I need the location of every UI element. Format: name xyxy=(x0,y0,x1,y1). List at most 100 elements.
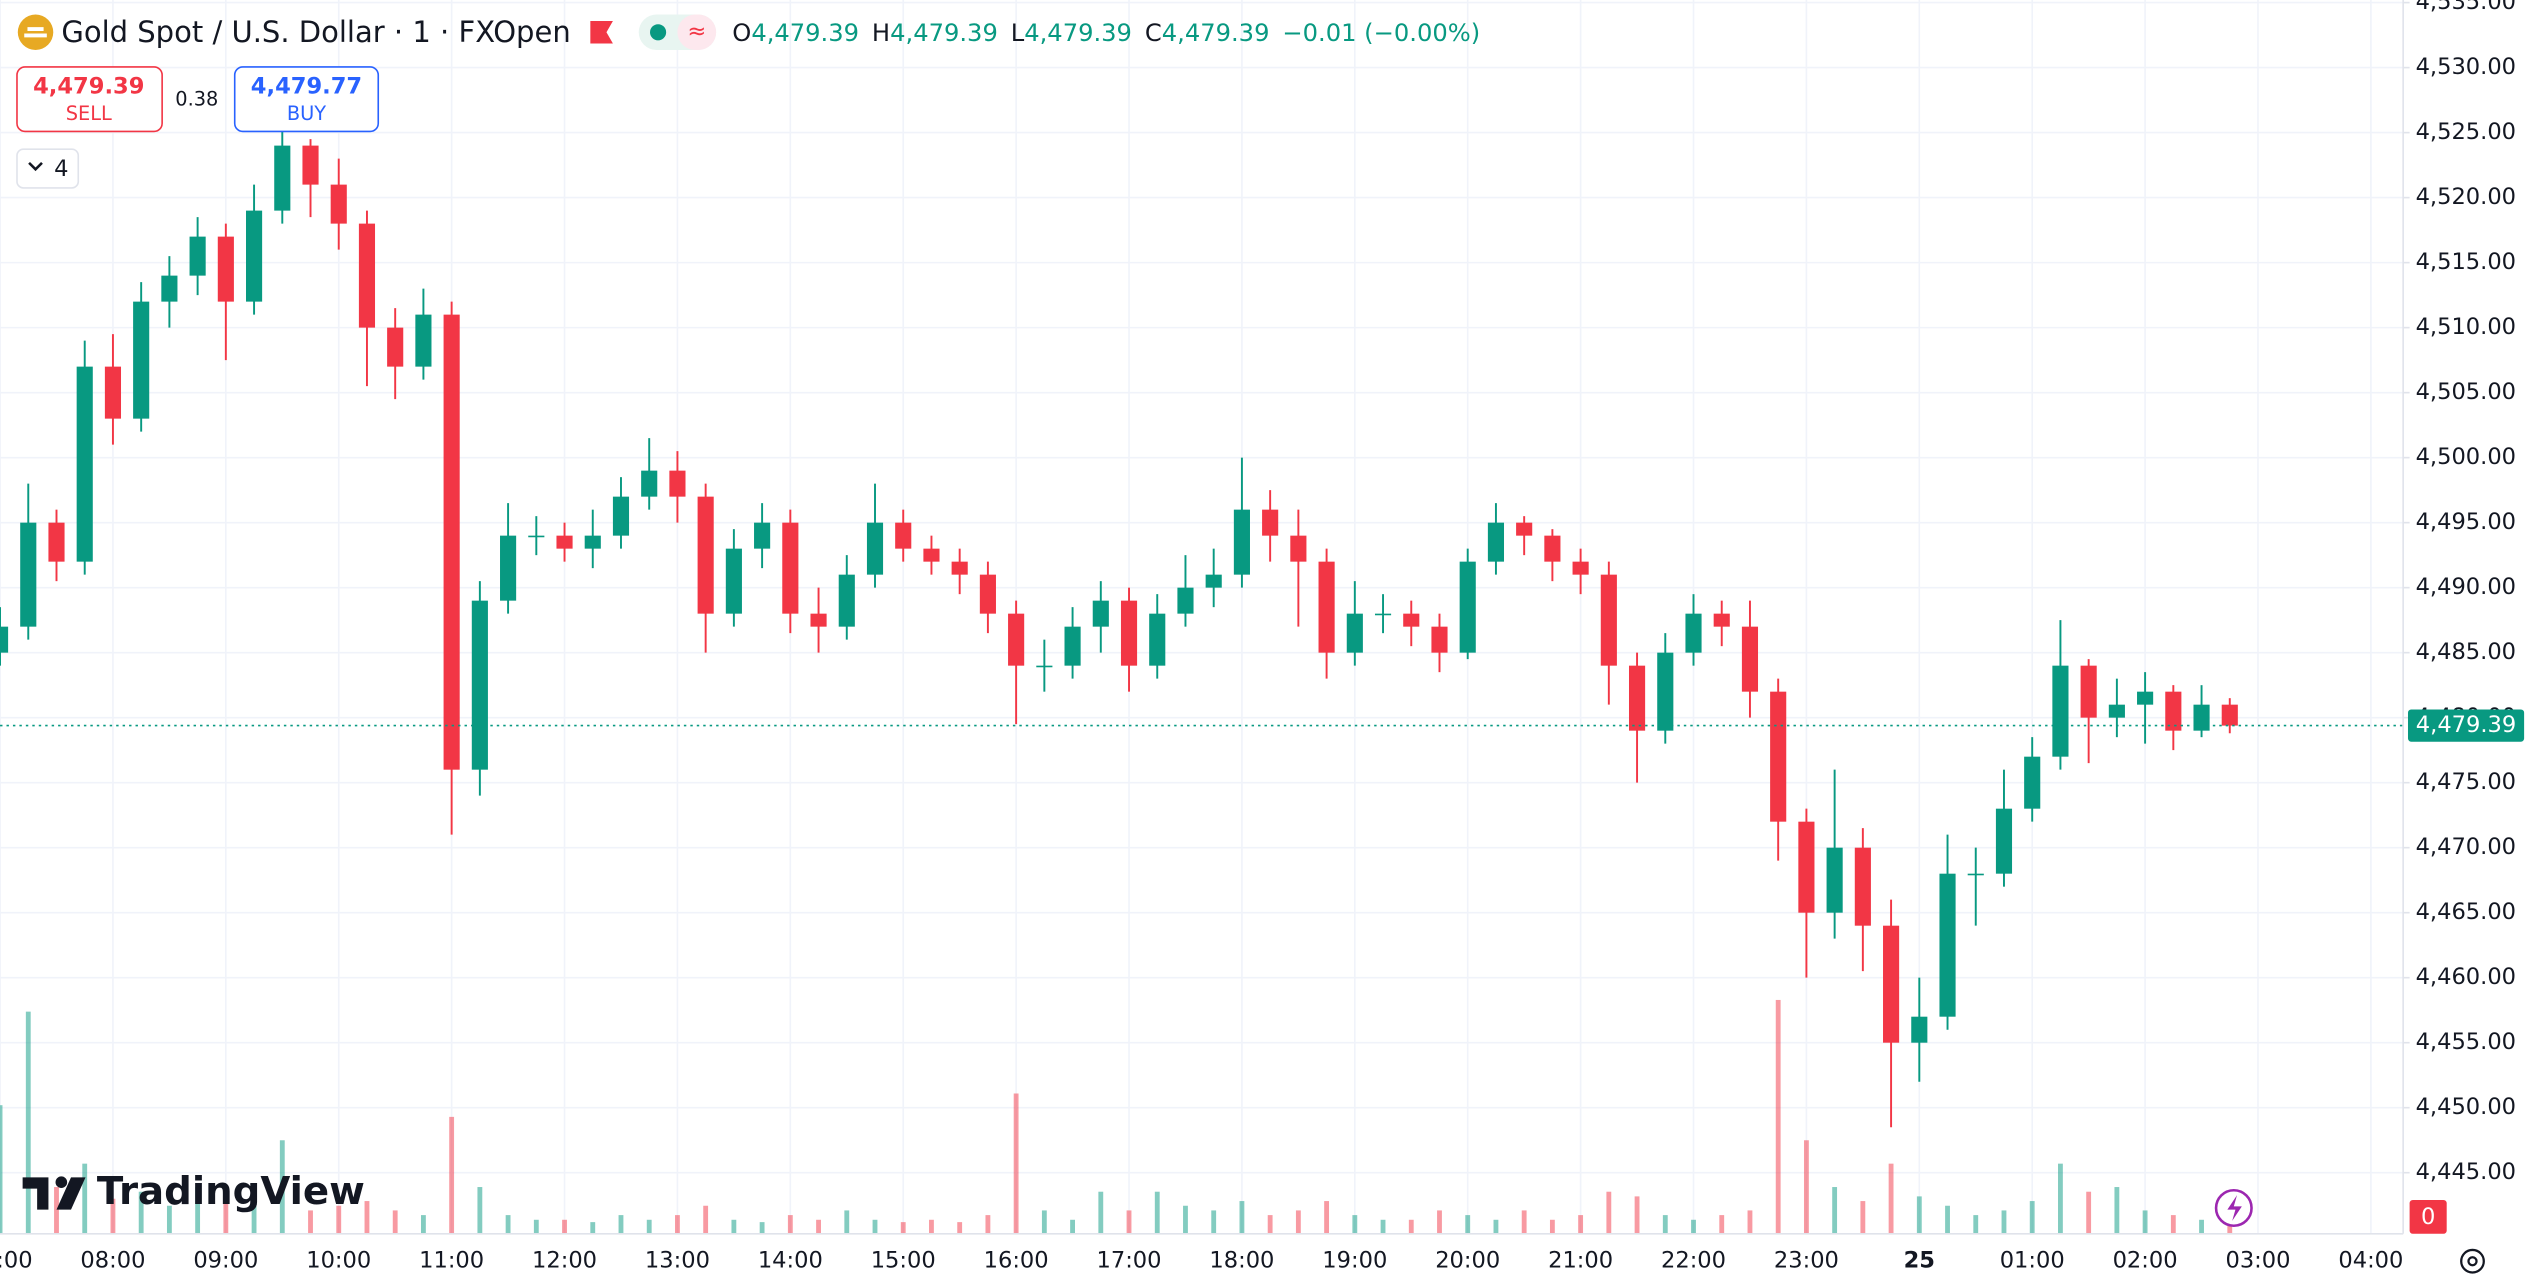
volume-bar xyxy=(731,1219,737,1234)
ohlc-value: 4,479.39 xyxy=(1162,19,1270,47)
volume-bar xyxy=(110,1198,116,1234)
ohlc-key: O xyxy=(732,19,751,47)
candle-body xyxy=(1431,626,1448,653)
ohlc-key: H xyxy=(872,19,890,47)
candle-body xyxy=(1967,873,1984,876)
volume-bar xyxy=(1267,1215,1273,1234)
candle-body xyxy=(500,535,517,601)
buy-button[interactable] xyxy=(233,66,380,133)
market-open-dot xyxy=(650,24,667,41)
x-tick-label: 11:00 xyxy=(419,1248,484,1274)
x-tick-label: 19:00 xyxy=(1322,1248,1387,1274)
candle-body xyxy=(1403,613,1420,627)
sell-button[interactable] xyxy=(16,66,163,133)
candle-body xyxy=(1205,574,1222,588)
x-tick-label: 20:00 xyxy=(1435,1248,1500,1274)
volume-bar xyxy=(872,1219,878,1234)
candle-body xyxy=(2108,704,2125,718)
volume-bar xyxy=(2029,1201,2035,1234)
x-tick-label: 21:00 xyxy=(1548,1248,1613,1274)
y-tick-label: 4,445.00 xyxy=(2416,1159,2516,1185)
last-price-box xyxy=(2407,709,2525,742)
volume-bar xyxy=(420,1215,426,1234)
ohlc-key: C xyxy=(1145,19,1162,47)
candle-body xyxy=(2080,665,2097,718)
y-tick-label: 4,455.00 xyxy=(2416,1029,2516,1055)
ohlc-value: 4,479.39 xyxy=(1024,19,1132,47)
candle-body xyxy=(2052,665,2069,757)
y-tick-label: 4,475.00 xyxy=(2416,769,2516,795)
volume-bar xyxy=(2086,1191,2092,1234)
volume-bar xyxy=(844,1210,850,1234)
header: Gold Spot / U.S. Dollar · 1 · FXOpen ≈ O… xyxy=(17,14,1480,50)
x-tick-label: 01:00 xyxy=(2000,1248,2065,1274)
candle-body xyxy=(1092,600,1109,627)
volume-bar xyxy=(308,1210,313,1234)
candle-body xyxy=(161,275,178,302)
symbol-icon xyxy=(17,14,54,50)
sell-price: 4,479.39 xyxy=(33,74,144,100)
volume-bar xyxy=(1719,1215,1725,1234)
candle-body xyxy=(2165,691,2182,731)
volume-bar xyxy=(929,1219,934,1234)
volume-bar xyxy=(1183,1205,1188,1234)
candle-body xyxy=(725,548,742,614)
volume-bar xyxy=(477,1187,483,1234)
grid xyxy=(0,0,2404,1234)
volume-bar xyxy=(336,1205,342,1234)
candle-body xyxy=(1149,613,1166,666)
candle-body xyxy=(810,613,827,627)
y-tick-label: 4,525.00 xyxy=(2416,119,2516,145)
x-tick-label: 10:00 xyxy=(306,1248,371,1274)
candle-body xyxy=(1290,535,1307,562)
flag-icon[interactable] xyxy=(590,20,613,44)
volume-bar xyxy=(1098,1191,1104,1234)
candle-body xyxy=(104,366,122,419)
candle-body xyxy=(584,535,601,549)
candle-body xyxy=(387,327,404,367)
volume-bar xyxy=(1211,1210,1217,1234)
volume-bar xyxy=(392,1210,398,1234)
x-tick-label: 03:00 xyxy=(2225,1248,2290,1274)
candle-body xyxy=(754,522,771,549)
volume-bar xyxy=(618,1215,624,1234)
volume-bar xyxy=(82,1163,88,1234)
volume-bar xyxy=(25,1011,31,1234)
volume-bar xyxy=(1352,1215,1358,1234)
y-tick-label: 4,450.00 xyxy=(2416,1094,2516,1120)
volume-bar xyxy=(1070,1219,1075,1234)
volume-bar xyxy=(703,1205,709,1234)
candle-body xyxy=(1487,522,1505,562)
volume-bar xyxy=(1578,1215,1584,1234)
candle-body xyxy=(1233,509,1250,575)
candle-body xyxy=(528,535,545,538)
indicator-toggle[interactable] xyxy=(16,148,80,189)
ohlc-value: 4,479.39 xyxy=(751,19,859,47)
volume-bar xyxy=(1041,1210,1047,1234)
x-tick-label: 07:00 xyxy=(0,1248,33,1274)
y-tick-label: 4,470.00 xyxy=(2416,834,2516,860)
y-tick-label: 4,505.00 xyxy=(2416,379,2516,405)
candle-body xyxy=(895,522,912,549)
symbol-title[interactable]: Gold Spot / U.S. Dollar · 1 · FXOpen xyxy=(61,15,570,49)
candle-body xyxy=(782,522,799,614)
volume-bar xyxy=(279,1140,285,1234)
y-tick-label: 4,460.00 xyxy=(2416,964,2516,990)
volume-bar xyxy=(985,1215,991,1234)
x-tick-label: 09:00 xyxy=(193,1248,258,1274)
volume-bar xyxy=(1860,1201,1866,1234)
volume-bar xyxy=(1465,1215,1471,1234)
candle-body xyxy=(641,470,658,497)
alert-badge[interactable] xyxy=(2409,1199,2447,1234)
x-tick-label: 17:00 xyxy=(1097,1248,1162,1274)
candle-body xyxy=(2221,704,2238,726)
volume-bar xyxy=(2058,1163,2063,1234)
volume-bar xyxy=(223,1201,229,1234)
volume-bar xyxy=(138,1191,144,1234)
settings-icon[interactable] xyxy=(2460,1248,2485,1274)
change: −0.01 (−0.00%) xyxy=(1282,19,1480,47)
volume-bar xyxy=(1408,1219,1414,1234)
candle-body xyxy=(1008,613,1025,666)
candle-body xyxy=(669,470,686,497)
